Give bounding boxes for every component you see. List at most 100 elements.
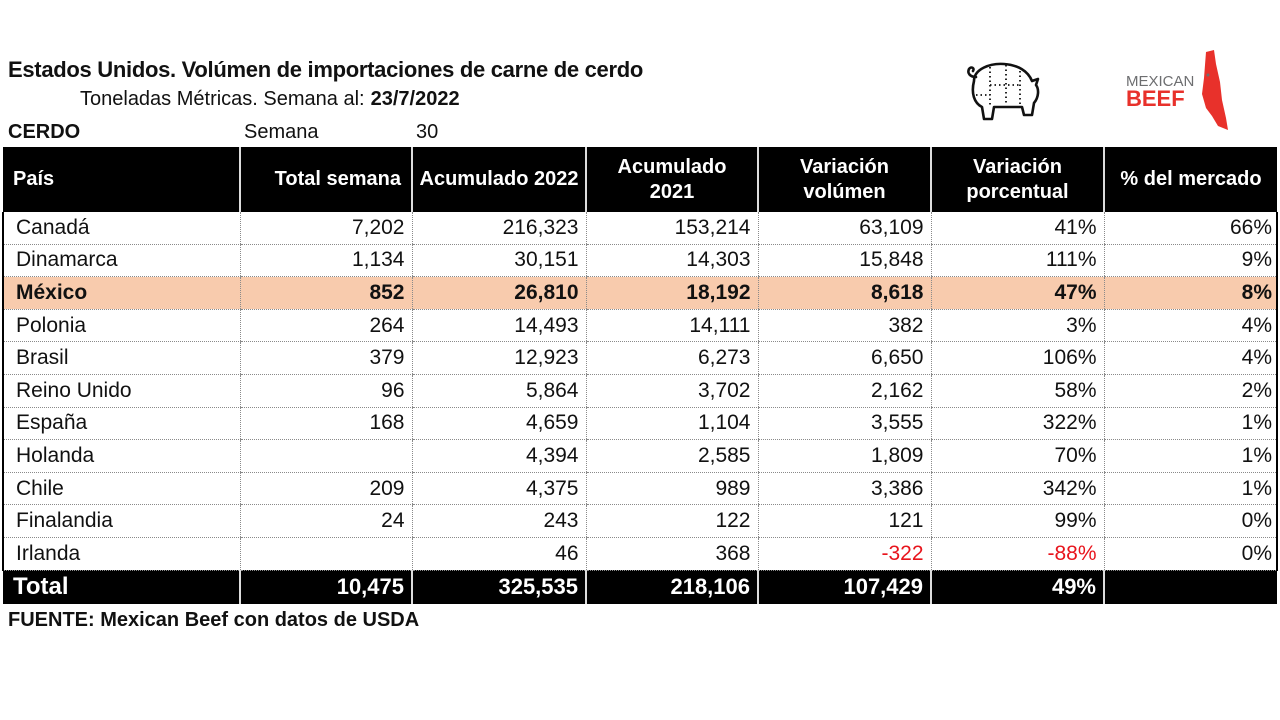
cell-mercado: 1%: [1103, 439, 1278, 473]
week-number: 30: [416, 121, 439, 143]
subtitle-label: Toneladas Métricas. Semana al:: [80, 88, 365, 110]
col-header-variacion-porcentual: Variación porcentual: [930, 147, 1104, 212]
col-header-pais: País: [3, 147, 240, 212]
cell-acumulado-2021: 18,192: [585, 276, 758, 310]
cell-acumulado-2021: 2,585: [585, 439, 758, 473]
cell-pais: España: [2, 407, 240, 441]
cell-total-semana: 209: [239, 472, 412, 506]
svg-text:BEEF: BEEF: [1126, 86, 1185, 111]
cell-variacion-porcentual: 322%: [930, 407, 1104, 441]
table-row: Brasil 379 12,923 6,273 6,650 106% 4%: [2, 341, 1278, 375]
cell-acumulado-2021: 989: [585, 472, 758, 506]
cell-variacion-volumen: 8,618: [757, 276, 931, 310]
cell-mercado: 8%: [1103, 276, 1278, 310]
cell-acumulado-2022: 26,810: [411, 276, 586, 310]
cell-total-semana: 7,202: [239, 212, 412, 245]
cell-variacion-volumen: 63,109: [757, 212, 931, 245]
col-header-acumulado-2022: Acumulado 2022: [411, 147, 586, 212]
col-header-variacion-volumen: Variación volúmen: [757, 147, 931, 212]
cell-acumulado-2022: 4,394: [411, 439, 586, 473]
week-date: 23/7/2022: [370, 88, 460, 110]
cell-acumulado-2021: 122: [585, 504, 758, 538]
cell-variacion-porcentual: -88%: [930, 537, 1104, 571]
cell-acumulado-2021: 6,273: [585, 341, 758, 375]
cell-total-semana: 852: [239, 276, 412, 310]
cell-total-semana: [239, 439, 412, 473]
cell-acumulado-2021: 368: [585, 537, 758, 571]
table-row: Polonia 264 14,493 14,111 382 3% 4%: [2, 309, 1278, 343]
cell-variacion-porcentual: 3%: [930, 309, 1104, 343]
cell-pais: Canadá: [2, 212, 240, 245]
cell-total-semana: 24: [239, 504, 412, 538]
cell-acumulado-2022: 14,493: [411, 309, 586, 343]
cell-variacion-volumen: 3,386: [757, 472, 931, 506]
cell-variacion-volumen: 2,162: [757, 374, 931, 408]
cell-acumulado-2021: 14,111: [585, 309, 758, 343]
week-label: Semana: [244, 121, 319, 143]
total-mercado: [1103, 570, 1277, 604]
cell-total-semana: 264: [239, 309, 412, 343]
cell-variacion-porcentual: 70%: [930, 439, 1104, 473]
product-label: CERDO: [8, 121, 81, 143]
cell-total-semana: 96: [239, 374, 412, 408]
total-variacion-porcentual: 49%: [930, 570, 1104, 604]
table-row: México 852 26,810 18,192 8,618 47% 8%: [2, 276, 1278, 310]
report-subtitle: Toneladas Métricas. Semana al: 23/7/2022: [80, 88, 460, 111]
cell-acumulado-2021: 3,702: [585, 374, 758, 408]
cell-pais: Holanda: [2, 439, 240, 473]
cell-acumulado-2022: 4,375: [411, 472, 586, 506]
total-acumulado-2022: 325,535: [411, 570, 586, 604]
cell-acumulado-2022: 4,659: [411, 407, 586, 441]
cell-acumulado-2021: 153,214: [585, 212, 758, 245]
cell-acumulado-2022: 12,923: [411, 341, 586, 375]
total-row: Total 10,475 325,535 218,106 107,429 49%: [3, 570, 1277, 604]
cell-acumulado-2021: 1,104: [585, 407, 758, 441]
cell-variacion-porcentual: 41%: [930, 212, 1104, 245]
cell-acumulado-2021: 14,303: [585, 244, 758, 278]
cell-mercado: 0%: [1103, 504, 1278, 538]
report-title: Estados Unidos. Volúmen de importaciones…: [8, 57, 644, 82]
cell-variacion-porcentual: 58%: [930, 374, 1104, 408]
table-row: España 168 4,659 1,104 3,555 322% 1%: [2, 407, 1278, 441]
cell-variacion-volumen: 382: [757, 309, 931, 343]
cell-acumulado-2022: 46: [411, 537, 586, 571]
col-header-mercado: % del mercado: [1103, 147, 1277, 212]
imports-table: País Total semana Acumulado 2022 Acumula…: [2, 147, 1278, 604]
cell-total-semana: 1,134: [239, 244, 412, 278]
cell-total-semana: [239, 537, 412, 571]
cell-mercado: 1%: [1103, 472, 1278, 506]
table-row: Chile 209 4,375 989 3,386 342% 1%: [2, 472, 1278, 506]
cell-acumulado-2022: 5,864: [411, 374, 586, 408]
total-label: Total: [3, 570, 240, 604]
cell-total-semana: 379: [239, 341, 412, 375]
cell-variacion-porcentual: 47%: [930, 276, 1104, 310]
mexican-beef-logo: MEXICAN BEEF: [1126, 50, 1228, 130]
cell-pais: Reino Unido: [2, 374, 240, 408]
cell-variacion-porcentual: 111%: [930, 244, 1104, 278]
cell-variacion-porcentual: 106%: [930, 341, 1104, 375]
cell-variacion-porcentual: 99%: [930, 504, 1104, 538]
cell-variacion-volumen: 15,848: [757, 244, 931, 278]
cell-acumulado-2022: 216,323: [411, 212, 586, 245]
cell-acumulado-2022: 30,151: [411, 244, 586, 278]
cell-pais: Brasil: [2, 341, 240, 375]
col-header-total-semana: Total semana: [239, 147, 412, 212]
cell-variacion-volumen: 1,809: [757, 439, 931, 473]
table-row: Finalandia 24 243 122 121 99% 0%: [2, 504, 1278, 538]
cell-pais: Chile: [2, 472, 240, 506]
total-acumulado-2021: 218,106: [585, 570, 758, 604]
table-row: Reino Unido 96 5,864 3,702 2,162 58% 2%: [2, 374, 1278, 408]
cell-variacion-volumen: 3,555: [757, 407, 931, 441]
cell-mercado: 9%: [1103, 244, 1278, 278]
cell-total-semana: 168: [239, 407, 412, 441]
source-note: FUENTE: Mexican Beef con datos de USDA: [8, 609, 420, 631]
cell-mercado: 4%: [1103, 341, 1278, 375]
cell-variacion-porcentual: 342%: [930, 472, 1104, 506]
table-header-row: País Total semana Acumulado 2022 Acumula…: [3, 147, 1277, 212]
table-row: Irlanda 46 368 -322 -88% 0%: [2, 537, 1278, 571]
table-row: Canadá 7,202 216,323 153,214 63,109 41% 66%: [2, 212, 1278, 245]
col-header-acumulado-2021: Acumulado 2021: [585, 147, 758, 212]
cell-pais: Dinamarca: [2, 244, 240, 278]
cell-mercado: 0%: [1103, 537, 1278, 571]
svg-text:MEXICAN: MEXICAN: [1126, 73, 1194, 90]
